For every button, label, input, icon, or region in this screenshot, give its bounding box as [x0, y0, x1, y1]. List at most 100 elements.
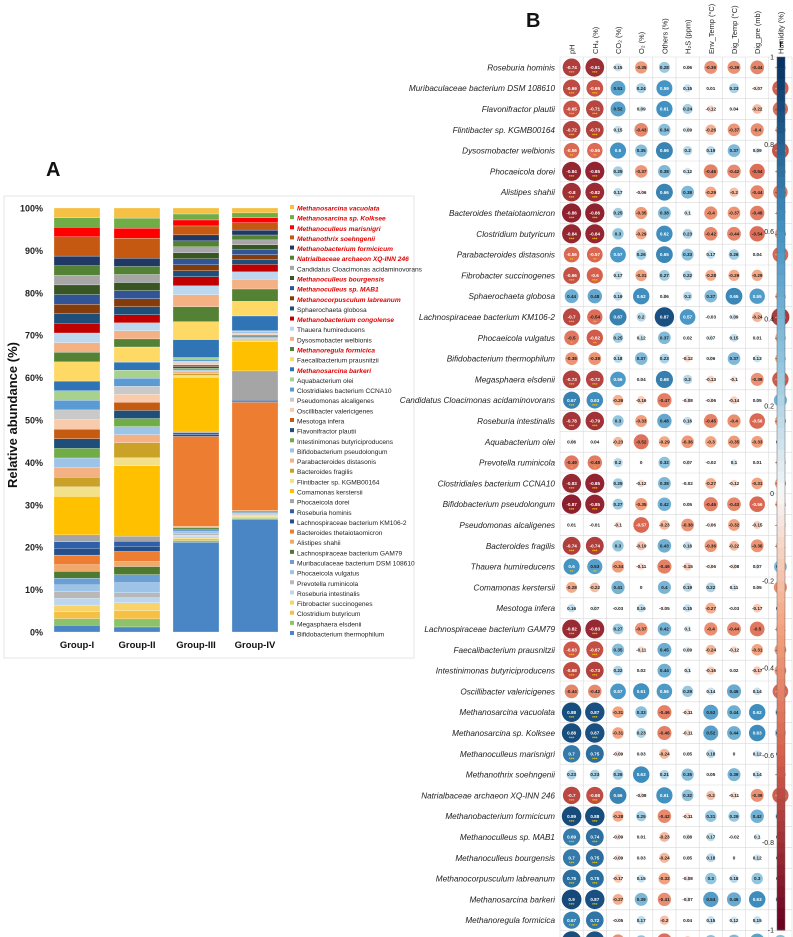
bar-segment	[172, 252, 220, 259]
cell-value-label: -0.46	[706, 502, 717, 507]
correlation-bubble	[685, 481, 690, 486]
bar-segment	[53, 361, 101, 382]
colorbar-segment	[777, 471, 785, 483]
correlation-bubble	[708, 356, 714, 362]
bar-segment	[172, 377, 220, 432]
correlation-bubble	[684, 729, 692, 737]
bar-segment	[53, 217, 101, 228]
cell-value-label: -0.46	[659, 731, 670, 736]
bar-segment	[231, 401, 279, 403]
cell-value-label: 0.01	[706, 86, 715, 91]
cell-value-label: 0.12	[683, 169, 692, 174]
colorbar-segment	[777, 155, 785, 167]
cell-value-label: 0.67	[614, 315, 623, 320]
correlation-bubble	[592, 522, 597, 528]
significance-stars: ***	[592, 715, 598, 720]
cell-value-label: -0.35	[729, 439, 740, 444]
bar-segment	[113, 314, 161, 323]
bar-segment	[113, 582, 161, 593]
significance-stars: ***	[592, 91, 598, 96]
correlation-bubble	[754, 85, 760, 91]
correlation-bubble	[586, 786, 604, 804]
cell-value-label: 0.08	[683, 835, 692, 840]
cell-value-label: 0.35	[683, 772, 692, 777]
correlation-bubble	[588, 352, 602, 366]
legend-swatch	[290, 448, 294, 453]
colorbar-segment	[777, 351, 785, 363]
correlation-bubble	[658, 456, 671, 469]
correlation-bubble	[749, 226, 765, 242]
cell-value-label: 0.16	[637, 606, 646, 611]
y-tick-label: 50%	[25, 416, 43, 426]
row-label: Methanosarcina sp. Kolksee	[452, 729, 555, 738]
significance-stars: ***	[569, 798, 575, 803]
cell-value-label: -0.16	[636, 398, 647, 403]
cell-value-label: 0.25	[637, 814, 646, 819]
correlation-bubble	[634, 165, 648, 178]
correlation-bubble	[683, 354, 692, 363]
correlation-bubble	[585, 889, 605, 910]
correlation-bubble	[639, 460, 644, 465]
cell-value-label: 0.1	[684, 211, 691, 216]
bar-segment	[172, 213, 220, 221]
cell-value-label: -0.07	[752, 86, 763, 91]
bar-segment	[231, 516, 279, 518]
colorbar-segment	[777, 809, 785, 822]
correlation-bubble	[562, 931, 581, 937]
cell-value-label: 0.27	[614, 502, 623, 507]
cell-value-label: 0.87	[590, 710, 599, 715]
correlation-bubble	[655, 183, 673, 201]
correlation-bubble	[658, 61, 670, 73]
correlation-bubble	[585, 869, 604, 888]
bar-segment	[113, 597, 161, 603]
cell-value-label: -0.66	[566, 273, 577, 278]
cell-value-label: -0.15	[682, 564, 693, 569]
cell-value-label: 0.25	[614, 481, 623, 486]
y-tick-label: 10%	[25, 585, 43, 595]
colorbar-tick-label: 0.6	[764, 229, 774, 236]
cell-value-label: 0.68	[660, 377, 669, 382]
cell-value-label: -0.56	[566, 148, 577, 153]
significance-stars: ***	[569, 132, 575, 137]
significance-stars: ***	[569, 112, 575, 117]
bar-segment	[231, 288, 279, 302]
cell-value-label: 0.15	[637, 876, 646, 881]
row-label: Faecalibacterium prausnitzii	[454, 646, 556, 655]
bar-segment	[53, 486, 101, 497]
correlation-bubble	[657, 642, 672, 657]
correlation-bubble	[613, 436, 623, 447]
cell-value-label: 0.66	[660, 148, 669, 153]
bar-segment	[231, 510, 279, 512]
colorbar-segment	[777, 875, 785, 887]
cell-value-label: 0.15	[614, 65, 623, 70]
bar-segment	[53, 554, 101, 565]
cell-value-label: -0.44	[752, 190, 763, 195]
correlation-bubble	[564, 684, 579, 699]
bar-segment	[113, 322, 161, 331]
cell-value-label: 0.61	[660, 793, 669, 798]
cell-value-label: -0.65	[590, 86, 601, 91]
row-label: Mesotoga infera	[496, 604, 555, 613]
legend-label: Megasphaera elsdenii	[297, 621, 362, 628]
bar-segment	[172, 360, 220, 364]
correlation-bubble	[657, 809, 672, 823]
cell-value-label: -0.82	[590, 190, 601, 195]
cell-value-label: 0.48	[590, 294, 599, 299]
correlation-bubble	[706, 853, 716, 863]
cell-value-label: -0.62	[590, 335, 601, 340]
significance-stars: ***	[569, 320, 575, 325]
bar-segment	[172, 276, 220, 286]
correlation-bubble	[585, 744, 604, 763]
cell-value-label: 0.2	[638, 315, 645, 320]
cell-value-label: 0.18	[706, 751, 715, 756]
correlation-bubble	[610, 246, 626, 263]
correlation-bubble	[684, 625, 691, 633]
correlation-bubble	[706, 146, 716, 156]
bar-segment	[113, 618, 161, 628]
bar-segment	[172, 246, 220, 253]
cell-value-label: 0.2	[684, 377, 691, 382]
cell-value-label: 0.22	[683, 273, 692, 278]
colorbar-segment	[777, 864, 785, 876]
bar-segment	[231, 222, 279, 231]
correlation-bubble	[586, 329, 603, 346]
